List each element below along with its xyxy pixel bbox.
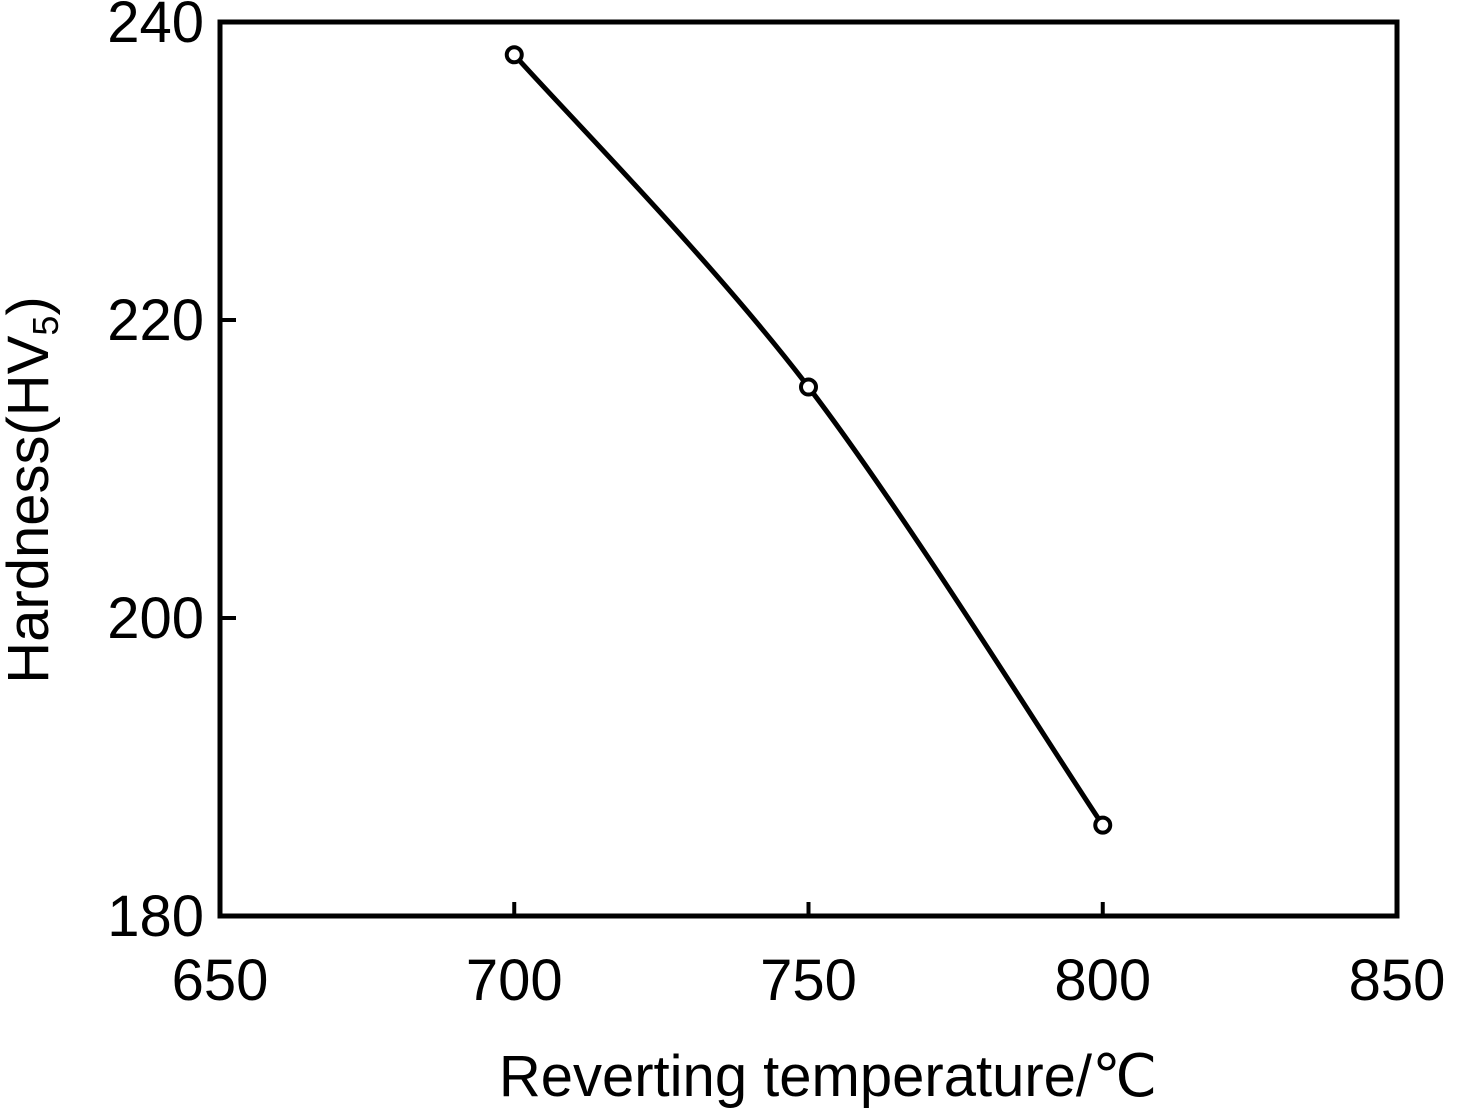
y-axis-title-subscript: 5 xyxy=(25,316,66,336)
data-point xyxy=(1093,815,1113,835)
y-axis-title: Hardness(HV5) xyxy=(0,296,66,683)
plot-frame xyxy=(217,19,1400,919)
y-tick-label: 180 xyxy=(107,884,204,949)
x-axis-ticks: 650 700 750 800 850 xyxy=(172,902,1446,1013)
y-axis-ticks: 180 200 220 240 xyxy=(107,0,236,949)
y-axis-title-close: ) xyxy=(0,296,61,315)
y-tick-label: 200 xyxy=(107,586,204,651)
y-tick-label: 220 xyxy=(107,288,204,353)
x-tick-label: 800 xyxy=(1054,948,1151,1013)
y-tick-label: 240 xyxy=(107,0,204,55)
x-axis-title: Reverting temperature/℃ xyxy=(499,1044,1157,1109)
x-tick-label: 700 xyxy=(466,948,563,1013)
series-markers xyxy=(504,45,1113,835)
x-tick-label: 750 xyxy=(760,948,857,1013)
x-tick-label: 650 xyxy=(172,948,269,1013)
data-point xyxy=(799,377,818,397)
series-line xyxy=(512,53,1105,827)
data-point xyxy=(504,45,524,65)
x-tick-label: 850 xyxy=(1349,948,1446,1013)
y-axis-title-main: Hardness(HV xyxy=(0,335,61,683)
